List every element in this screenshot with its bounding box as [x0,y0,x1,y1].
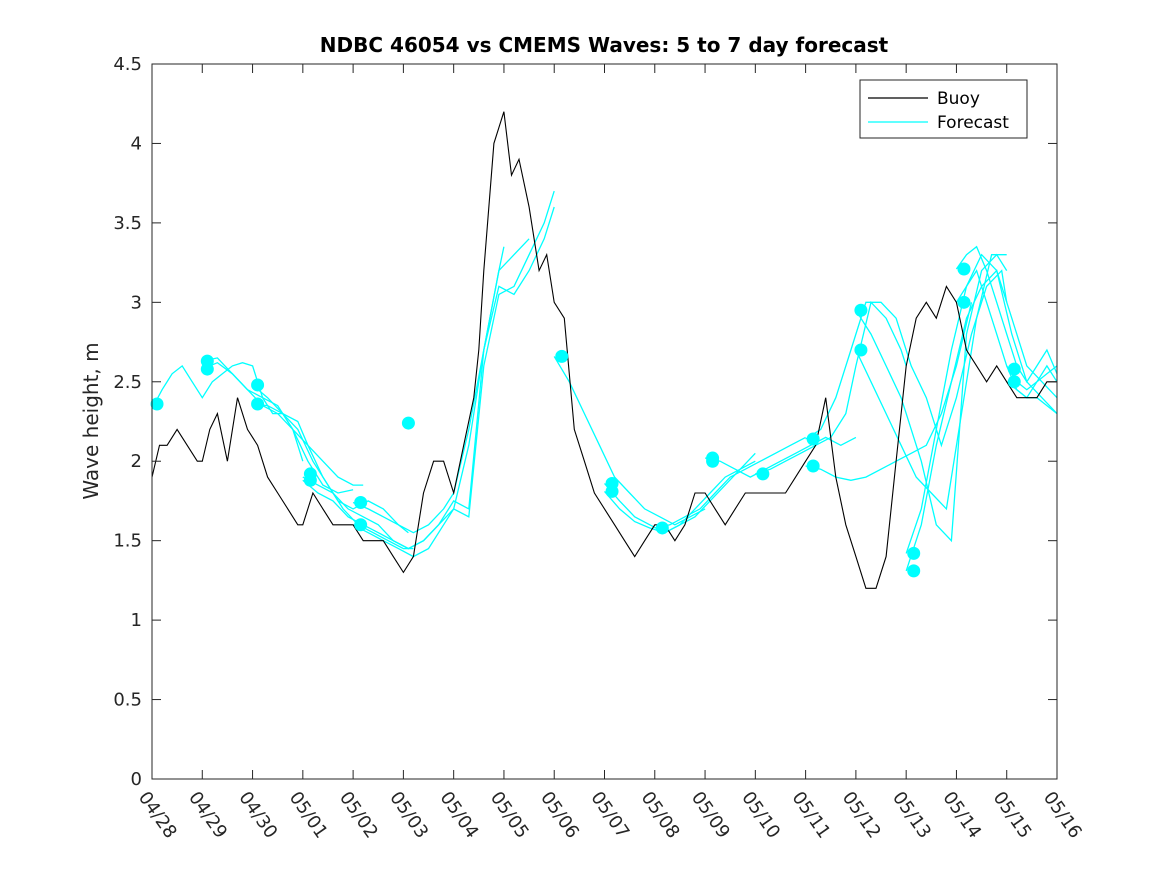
y-tick-label: 4 [131,133,142,154]
forecast-start-marker [655,521,669,535]
forecast-series-line [805,302,973,481]
forecast-start-marker [756,467,770,481]
y-tick-label: 1 [131,610,142,631]
forecast-start-marker [1007,375,1021,389]
chart-title: NDBC 46054 vs CMEMS Waves: 5 to 7 day fo… [320,33,889,57]
forecast-series-line [604,452,756,534]
plot-area [152,64,1057,779]
y-tick-label: 2.5 [113,372,142,393]
legend-box [859,79,1028,139]
buoy-series-line [151,111,1057,589]
forecast-start-marker [555,349,569,363]
forecast-series-line [855,253,1008,543]
forecast-series-line [805,269,1008,448]
legend-label-buoy: Buoy [937,89,980,109]
forecast-start-marker [957,295,971,309]
y-axis: 0 0.5 1 1.5 2 2.5 3 3.5 4 4.5 [113,54,1057,790]
forecast-start-marker [303,473,317,487]
y-tick-label: 0 [131,769,142,790]
forecast-series-line [302,190,555,550]
forecast-start-marker [605,484,619,498]
forecast-series-line [202,357,354,494]
forecast-start-marker [806,459,820,473]
forecast-start-marker [854,303,868,317]
forecast-start-marker [354,496,368,510]
forecast-start-marker [957,262,971,276]
forecast-start-marker [401,416,415,430]
y-tick-label: 0.5 [113,690,142,711]
y-tick-label: 3.5 [113,213,142,234]
forecast-series-line [654,436,806,529]
forecast-start-marker [1007,362,1021,376]
forecast-series-line [252,403,414,550]
forecast-start-marker [806,432,820,446]
forecast-start-marker [907,546,921,560]
forecast-start-marker [354,518,368,532]
marker-layer [150,262,1021,578]
y-tick-label: 1.5 [113,531,142,552]
forecast-start-marker [251,397,265,411]
series-layer [151,111,1058,589]
forecast-start-marker [907,564,921,578]
legend: Buoy Forecast [859,79,1028,139]
y-tick-label: 2 [131,451,142,472]
forecast-series-line [755,300,907,475]
forecast-series-line [955,245,1058,384]
forecast-series-line [905,253,1058,554]
legend-label-forecast: Forecast [937,113,1009,133]
forecast-series-line [855,254,1007,511]
y-tick-label: 3 [131,292,142,313]
forecast-start-marker [854,343,868,357]
forecast-start-marker [150,397,164,411]
forecast-start-marker [200,362,214,376]
forecast-start-marker [706,454,720,468]
y-tick-label: 4.5 [113,54,142,75]
forecast-series-line [553,356,706,526]
forecast-start-marker [251,378,265,392]
y-axis-label: Wave height, m [79,342,103,499]
